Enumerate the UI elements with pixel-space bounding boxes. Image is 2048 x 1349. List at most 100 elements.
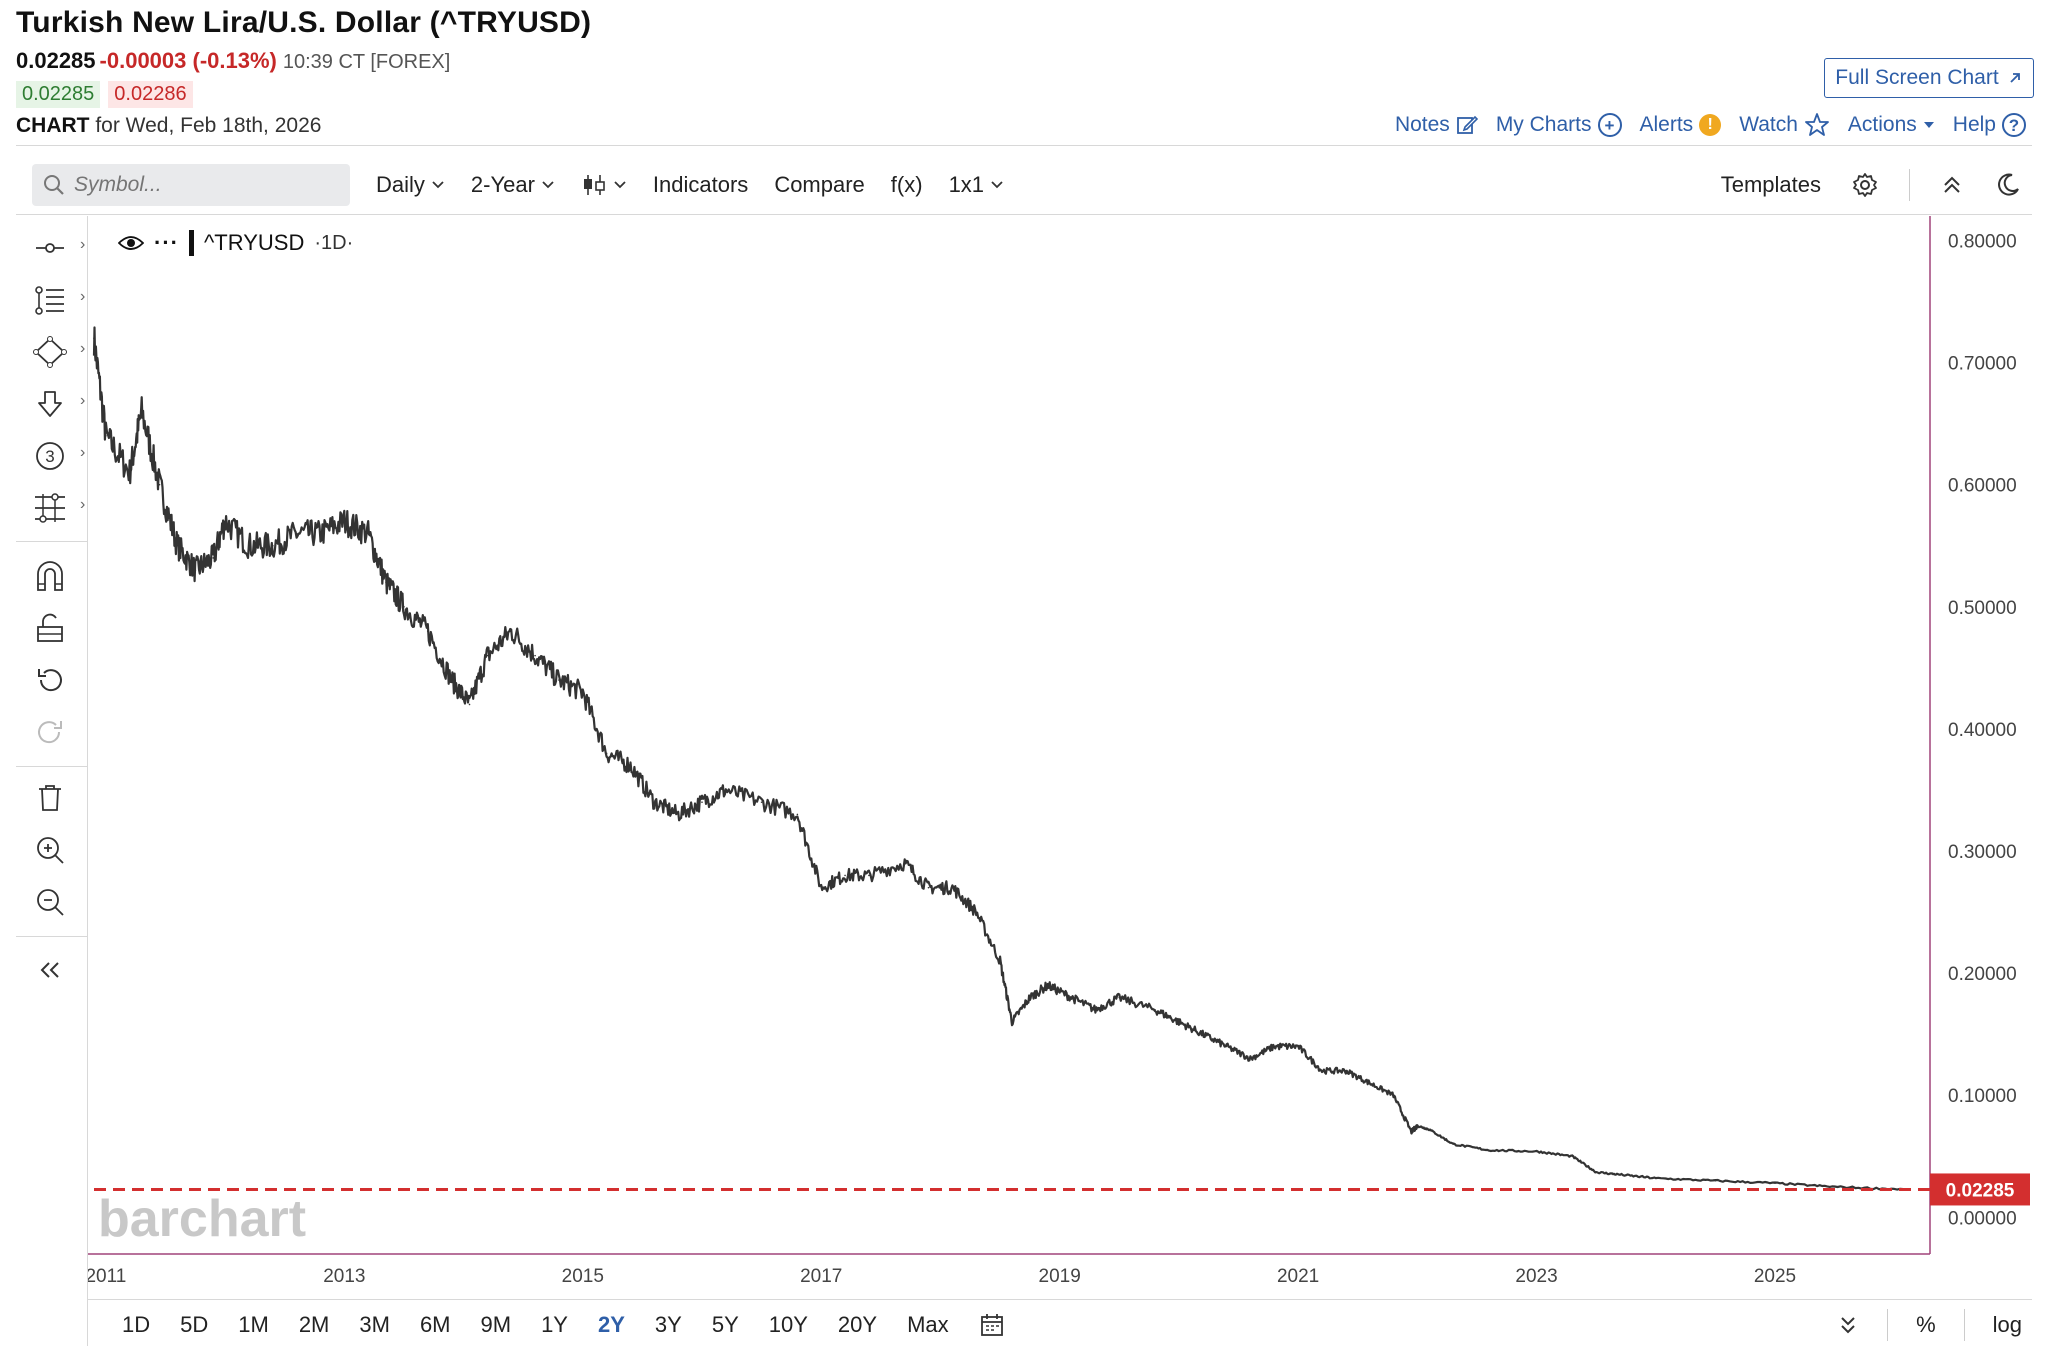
alerts-link[interactable]: Alerts ! [1640, 113, 1722, 137]
zoom-out-button[interactable] [30, 884, 70, 920]
price-point [1046, 984, 1049, 987]
line-tool[interactable]: › [30, 230, 85, 266]
magnet-tool[interactable] [30, 558, 70, 594]
dark-mode-icon[interactable] [1994, 171, 2022, 199]
symbol-search[interactable] [32, 164, 350, 206]
magnet-icon [37, 561, 63, 591]
chevron-down-icon [991, 181, 1003, 189]
period-5y[interactable]: 5Y [711, 1312, 739, 1337]
alerts-label: Alerts [1639, 113, 1694, 136]
log-toggle[interactable]: log [1992, 1312, 2022, 1337]
collapse-sidebar-button[interactable] [30, 952, 70, 988]
templates-button[interactable]: Templates [1720, 172, 1821, 197]
more-options-icon[interactable]: ··· [154, 230, 179, 255]
line-tool-icon [36, 243, 64, 253]
tools-divider [16, 936, 88, 937]
actions-menu[interactable]: Actions [1848, 113, 1935, 137]
measure-tool[interactable]: › [30, 490, 85, 526]
price-point [1368, 1082, 1371, 1084]
my-charts-link[interactable]: My Charts + [1496, 113, 1622, 137]
period-1y[interactable]: 1Y [541, 1312, 568, 1337]
arrow-tool[interactable]: › [30, 386, 85, 422]
price-point [1011, 1021, 1013, 1023]
percent-toggle[interactable]: % [1916, 1312, 1936, 1337]
fib-tool[interactable]: › [30, 282, 85, 318]
interval-dropdown[interactable]: Daily [376, 172, 445, 198]
price-point [558, 679, 560, 681]
price-point [295, 532, 298, 535]
price-point [534, 654, 536, 657]
price-point [93, 337, 95, 339]
header-divider [16, 145, 2032, 146]
price-point [1619, 1173, 1621, 1176]
price-point [1535, 1150, 1538, 1153]
price-point [176, 544, 179, 547]
last-price-tag [1930, 1173, 2030, 1206]
indicators-button[interactable]: Indicators [652, 172, 749, 197]
period-20y[interactable]: 20Y [837, 1312, 878, 1337]
counter-tool[interactable]: 3 › [30, 438, 85, 474]
chevron-right-icon: › [80, 392, 86, 409]
price-point [844, 874, 846, 877]
header-links: Notes My Charts + Alerts ! Watch Actions… [1395, 112, 2026, 138]
period-9m[interactable]: 9M [480, 1312, 512, 1337]
period-2y[interactable]: 2Y [597, 1312, 625, 1337]
price-point [343, 520, 346, 523]
price-point [581, 691, 584, 694]
layout-label: 1x1 [948, 172, 985, 197]
price-point [796, 813, 799, 816]
price-point [128, 471, 131, 474]
bottom-separator [1887, 1309, 1889, 1341]
shape-tool[interactable]: › [30, 334, 85, 370]
period-3m[interactable]: 3M [359, 1312, 390, 1337]
quote-time: 10:39 CT [FOREX] [282, 51, 451, 73]
range-dropdown[interactable]: 2-Year [471, 172, 555, 198]
zoom-in-button[interactable] [30, 832, 70, 868]
zoom-out-icon [37, 889, 64, 916]
price-point [212, 557, 214, 559]
undo-button[interactable] [30, 662, 70, 698]
period-1m[interactable]: 1M [238, 1312, 269, 1337]
price-point [1297, 1045, 1299, 1048]
arrow-down-icon [38, 391, 62, 417]
alert-icon: ! [1699, 114, 1722, 136]
y-tick-label: 0.30000 [1948, 842, 2017, 863]
notes-link[interactable]: Notes [1395, 113, 1478, 137]
period-2m[interactable]: 2M [298, 1312, 330, 1337]
price-series-line [92, 326, 1907, 1191]
redo-button[interactable] [30, 714, 70, 750]
price-point [1118, 996, 1121, 999]
help-link[interactable]: Help ? [1953, 113, 2026, 137]
period-6m[interactable]: 6M [419, 1312, 451, 1337]
double-chevron-down-icon[interactable] [1837, 1314, 1859, 1336]
gear-icon[interactable] [1851, 171, 1879, 199]
chevron-down-icon [614, 181, 626, 189]
eye-icon[interactable] [118, 234, 144, 252]
watch-link[interactable]: Watch [1739, 112, 1830, 138]
layout-dropdown[interactable]: 1x1 [949, 172, 1004, 198]
price-point [248, 544, 250, 547]
chevron-right-icon: › [80, 288, 86, 305]
full-screen-chart-button[interactable]: Full Screen Chart [1824, 58, 2034, 98]
period-10y[interactable]: 10Y [768, 1312, 808, 1337]
period-max[interactable]: Max [907, 1312, 949, 1337]
lock-tool[interactable] [30, 610, 70, 646]
symbol-input[interactable] [74, 173, 324, 197]
period-3y[interactable]: 3Y [654, 1312, 682, 1337]
double-chevron-left-icon [40, 962, 59, 978]
calendar-icon[interactable] [979, 1312, 1005, 1338]
last-price-tag-label: 0.02285 [1946, 1180, 2015, 1201]
price-chart[interactable]: 0.80000 0.70000 0.60000 0.50000 0.40000 0.300… [88, 216, 2032, 1296]
price-point [224, 520, 226, 523]
function-button[interactable]: f(x) [890, 172, 923, 197]
period-5d[interactable]: 5D [180, 1312, 209, 1337]
collapse-up-icon[interactable] [1940, 173, 1964, 197]
delete-drawings-button[interactable] [30, 780, 70, 816]
chart-type-dropdown[interactable] [581, 172, 627, 198]
period-1d[interactable]: 1D [122, 1312, 151, 1337]
price-point [1029, 996, 1031, 999]
price-change: -0.00003 (-0.13%) [99, 48, 277, 73]
compare-button[interactable]: Compare [774, 172, 865, 197]
price-point [701, 801, 703, 803]
undo-icon [38, 669, 62, 692]
